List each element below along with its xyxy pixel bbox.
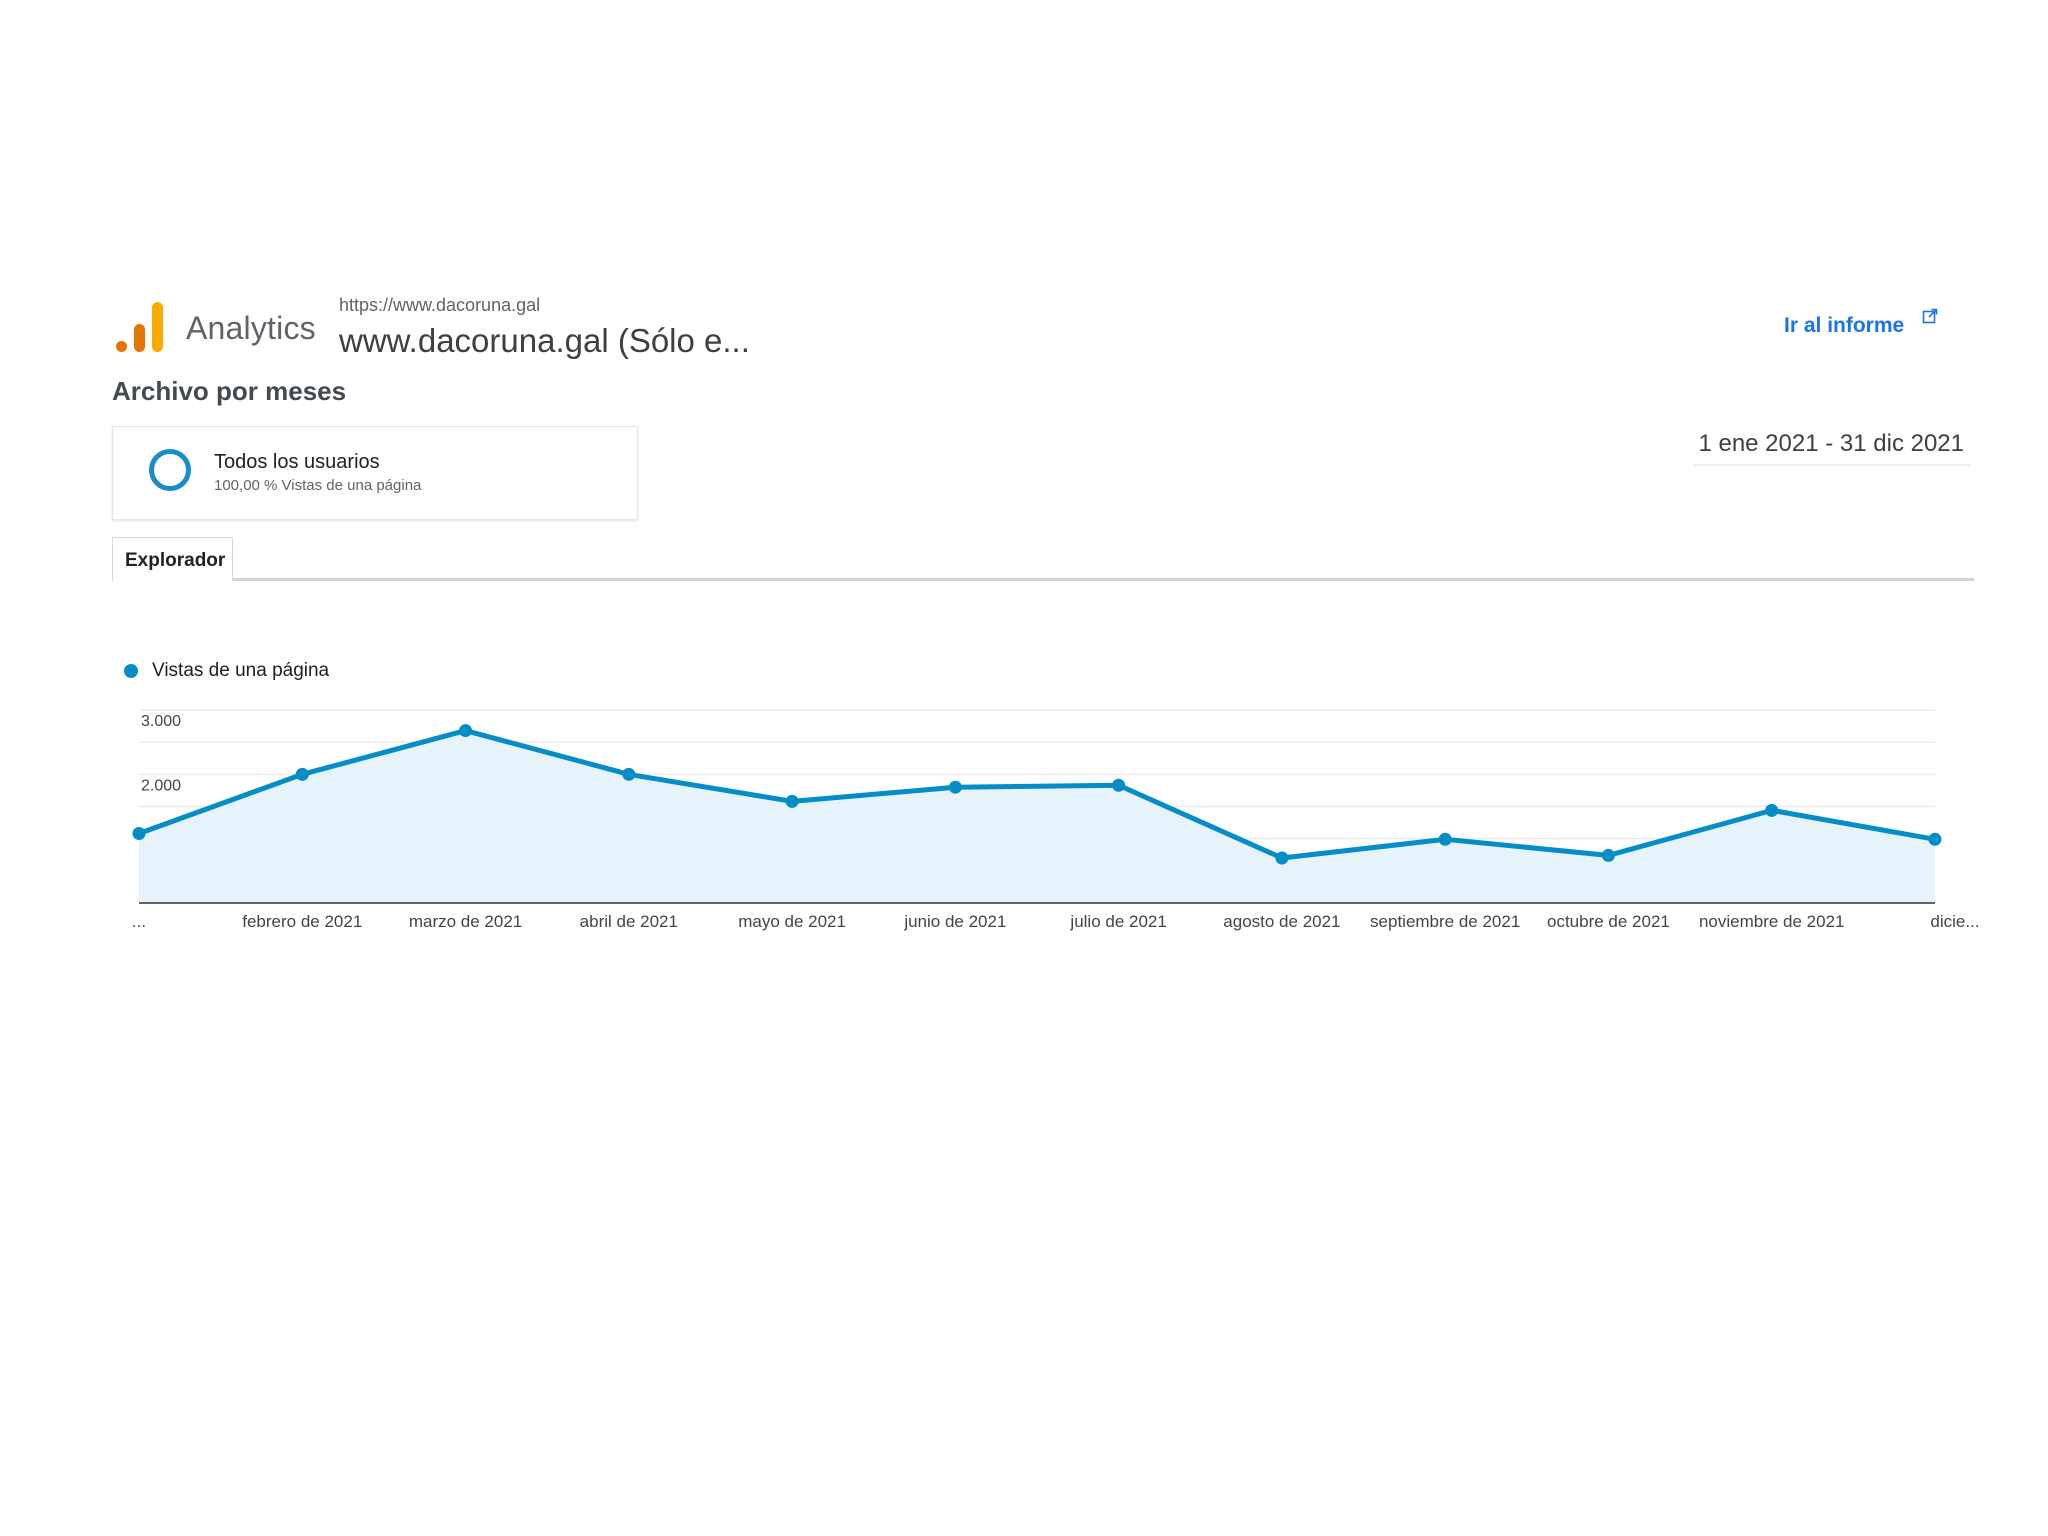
data-point-8 bbox=[1275, 851, 1289, 865]
tab-explorer[interactable]: Explorador bbox=[112, 537, 233, 581]
data-point-3 bbox=[459, 724, 473, 738]
y-tick-label: 1.000 bbox=[141, 842, 181, 859]
y-tick-label: 3.000 bbox=[141, 713, 181, 730]
x-tick-label: septiembre de 2021 bbox=[1370, 912, 1520, 931]
x-tick-label: mayo de 2021 bbox=[738, 912, 846, 931]
data-point-7 bbox=[1112, 778, 1126, 792]
legend-dot-icon bbox=[124, 664, 138, 678]
data-point-1 bbox=[132, 827, 146, 841]
data-point-6 bbox=[948, 780, 962, 794]
series-line bbox=[138, 728, 1936, 861]
segment-circle-icon bbox=[149, 449, 191, 491]
tab-underline bbox=[112, 578, 1974, 581]
date-range-picker[interactable]: 1 ene 2021 - 31 dic 2021 bbox=[1694, 430, 1970, 466]
logo-bar-short bbox=[134, 324, 145, 352]
data-point-5 bbox=[785, 794, 799, 808]
data-point-2 bbox=[295, 767, 309, 781]
data-point-12 bbox=[1928, 832, 1942, 846]
x-tick-label: julio de 2021 bbox=[1069, 912, 1166, 931]
page-title: Archivo por meses bbox=[112, 376, 347, 406]
y-tick-label: 2.000 bbox=[141, 777, 181, 794]
segment-detail: 100,00 % Vistas de una página bbox=[214, 477, 422, 494]
x-tick-label: abril de 2021 bbox=[580, 912, 678, 931]
x-tick-label: noviembre de 2021 bbox=[1699, 912, 1845, 931]
data-point-10 bbox=[1601, 848, 1615, 862]
segment-card[interactable]: Todos los usuarios 100,00 % Vistas de un… bbox=[112, 426, 638, 520]
property-selector[interactable]: www.dacoruna.gal (Sólo e... bbox=[339, 322, 750, 359]
product-name: Analytics bbox=[186, 310, 316, 346]
logo-bar-tall bbox=[152, 302, 163, 352]
external-link-icon[interactable] bbox=[1922, 308, 1938, 324]
go-to-report-link[interactable]: Ir al informe bbox=[1784, 314, 1905, 337]
legend-label: Vistas de una página bbox=[152, 660, 330, 681]
chart-legend[interactable]: Vistas de una página bbox=[124, 660, 329, 682]
x-tick-label: octubre de 2021 bbox=[1547, 912, 1670, 931]
x-tick-label: marzo de 2021 bbox=[409, 912, 522, 931]
segment-name: Todos los usuarios bbox=[214, 451, 380, 473]
analytics-logo-icon bbox=[116, 302, 164, 352]
property-url: https://www.dacoruna.gal bbox=[339, 295, 541, 315]
data-point-11 bbox=[1765, 803, 1779, 817]
x-tick-label: junio de 2021 bbox=[903, 912, 1006, 931]
logo-dot bbox=[116, 341, 127, 352]
x-tick-label: agosto de 2021 bbox=[1223, 912, 1340, 931]
x-tick-label: dicie... bbox=[1930, 912, 1979, 931]
series-area bbox=[139, 730, 1935, 903]
x-tick-label: ... bbox=[132, 912, 146, 931]
x-tick-label: febrero de 2021 bbox=[242, 912, 362, 931]
data-point-9 bbox=[1438, 832, 1452, 846]
data-point-4 bbox=[622, 767, 636, 781]
